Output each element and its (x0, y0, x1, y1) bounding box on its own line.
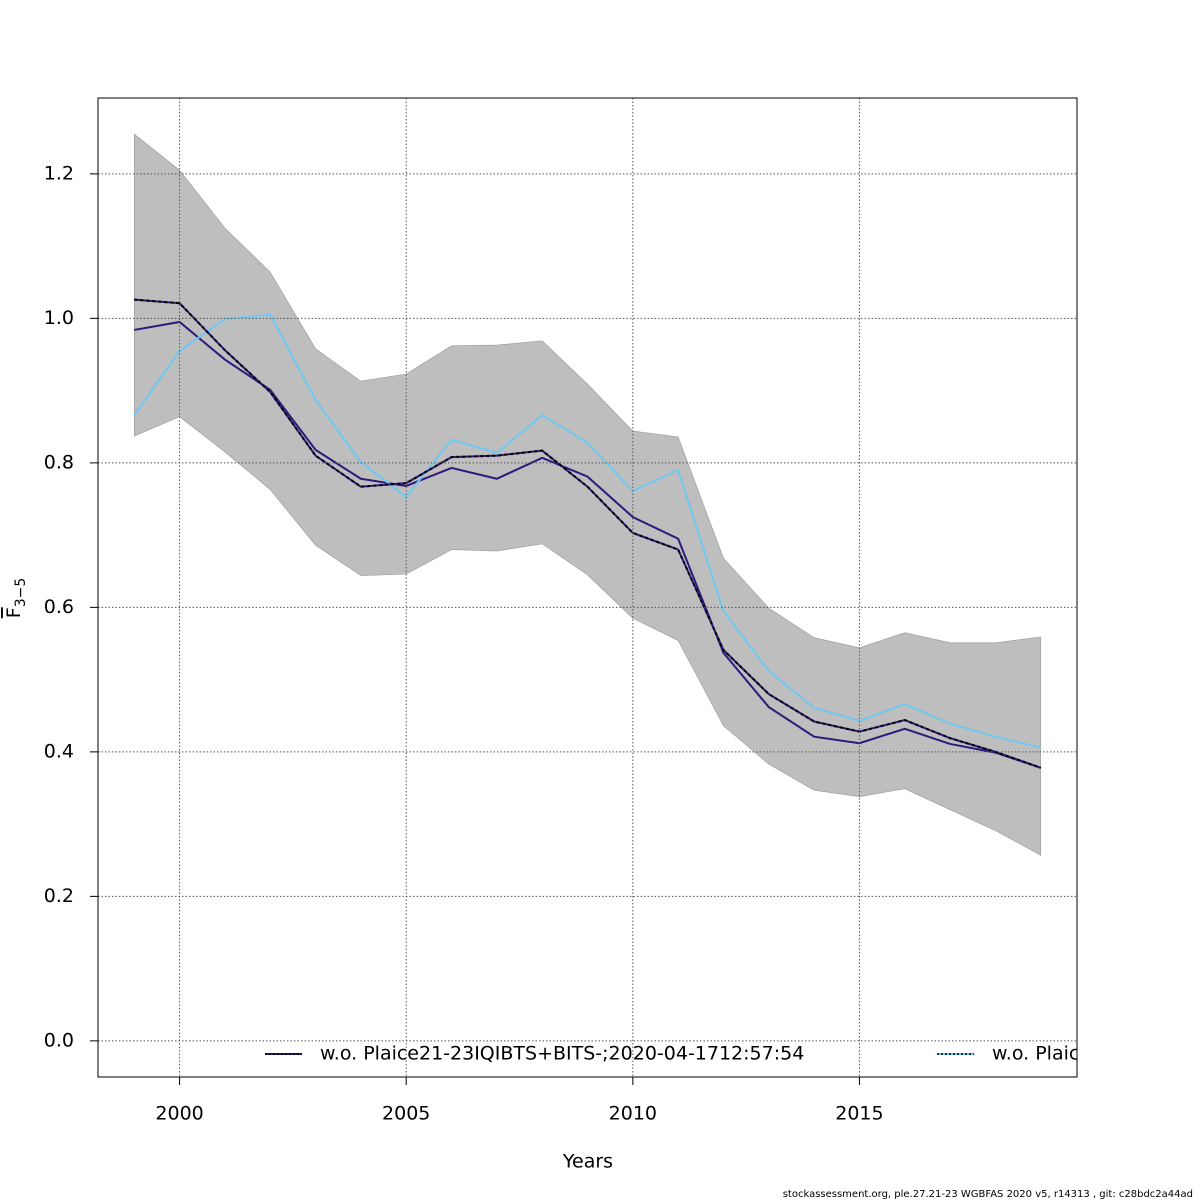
y-tick-label: 0.6 (44, 596, 74, 618)
y-tick-label: 0.8 (44, 451, 74, 473)
series-line (134, 320, 1042, 769)
confidence-band (133, 133, 1042, 856)
y-tick-label: 0.0 (44, 1029, 74, 1051)
y-label-main: F (3, 607, 25, 618)
footer: stockassessment.org, ple.27.21-23 WGBFAS… (783, 1189, 1193, 1200)
x-tick-label: 2015 (835, 1103, 883, 1125)
plot-frame (97, 97, 1078, 1078)
legend: w.o. Plaice21-23IQIBTS+BITS-;2020-04-171… (265, 1043, 1079, 1065)
series-line (133, 313, 1041, 749)
y-tick-label: 1.0 (44, 307, 74, 329)
y-axis-label: F3−5 (3, 578, 30, 618)
x-axis-label: Years (562, 1151, 613, 1173)
x-tick-label: 2005 (382, 1103, 430, 1125)
plot-area (133, 133, 1042, 856)
series-line (134, 298, 1042, 769)
legend-label: w.o. Plaice21-23IQIBTS+BITS-;2020-04-171… (320, 1043, 804, 1065)
y-tick-label: 1.2 (44, 162, 74, 184)
y-tick-label: 0.4 (44, 740, 74, 762)
x-tick-label: 2000 (155, 1103, 203, 1125)
y-tick-label: 0.2 (44, 885, 74, 907)
x-tick-label: 2010 (609, 1103, 657, 1125)
legend-label: w.o. Plaic (992, 1043, 1079, 1065)
y-label-sub: 3−5 (13, 578, 29, 608)
